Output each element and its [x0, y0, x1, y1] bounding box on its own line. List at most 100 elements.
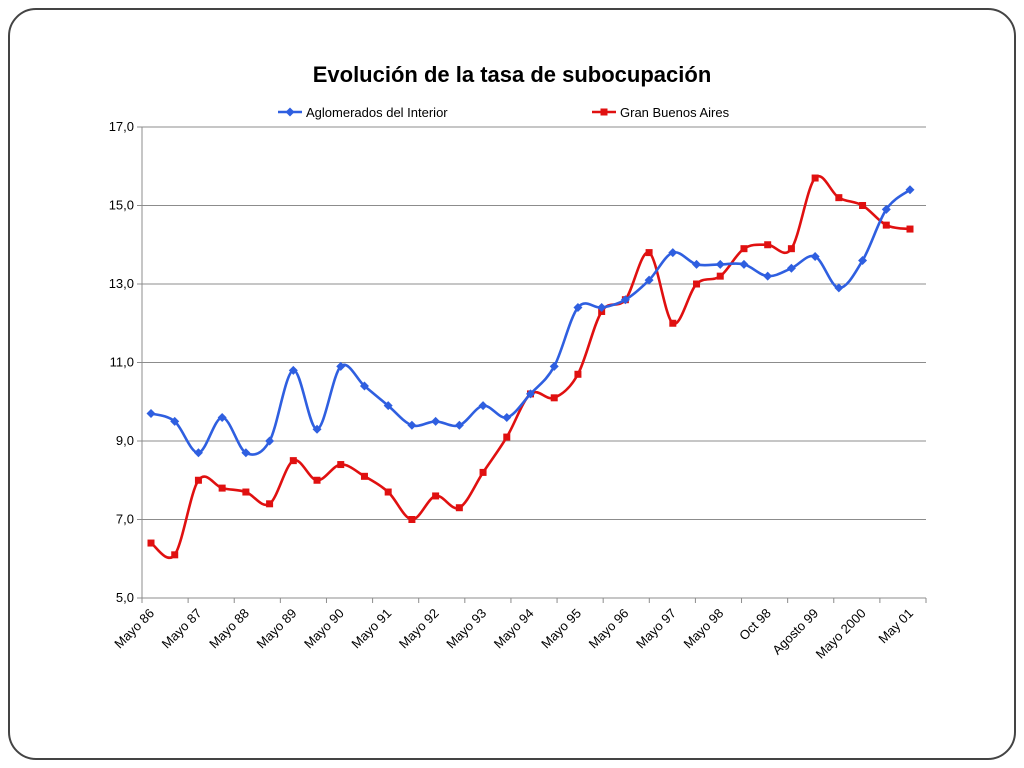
data-point: [170, 416, 180, 426]
data-point: [763, 271, 773, 281]
y-tick-label: 11,0: [110, 355, 134, 370]
chart-title: Evolución de la tasa de subocupación: [313, 62, 712, 87]
y-tick-label: 9,0: [116, 433, 134, 448]
x-tick-label: Mayo 87: [159, 606, 205, 652]
x-tick-label: Mayo 86: [111, 606, 157, 652]
x-tick-label: Mayo 95: [538, 606, 584, 652]
data-point: [265, 436, 275, 446]
data-point: [408, 516, 416, 523]
x-tick-label: Mayo 88: [206, 606, 252, 652]
legend-item: Gran Buenos Aires: [592, 105, 730, 120]
data-point: [550, 394, 558, 402]
data-point: [359, 381, 369, 391]
x-tick-label: Mayo 98: [680, 606, 726, 652]
x-tick-label: Mayo 89: [254, 606, 300, 652]
data-point: [193, 448, 203, 458]
data-point: [288, 365, 298, 375]
series-group: [146, 174, 915, 559]
data-point: [881, 204, 891, 214]
legend-swatch-marker: [285, 107, 295, 117]
data-point: [764, 241, 772, 249]
y-tick-label: 5,0: [116, 590, 134, 605]
x-tick-label: Mayo 93: [443, 606, 489, 652]
data-point: [574, 370, 582, 378]
data-point: [289, 457, 297, 465]
legend-item: Aglomerados del Interior: [278, 105, 448, 120]
data-point: [360, 472, 368, 480]
slide-frame: [8, 8, 1016, 760]
series-gran-buenos-aires: [147, 174, 914, 559]
data-point: [432, 492, 440, 500]
data-point: [194, 476, 202, 484]
data-point: [882, 221, 890, 229]
x-axis-ticks: Mayo 86 Mayo 87 Mayo 88 Mayo 89 Mayo 90 Mayo …: [111, 598, 927, 662]
series-line: [150, 188, 911, 456]
data-point: [645, 249, 653, 257]
data-point: [312, 424, 322, 434]
y-tick-label: 13,0: [109, 276, 134, 291]
data-point: [549, 361, 559, 371]
data-point: [644, 275, 654, 285]
data-point: [859, 202, 867, 209]
data-point: [479, 468, 487, 476]
x-tick-label: Mayo 96: [586, 606, 632, 652]
x-tick-label: Oct 98: [736, 606, 774, 644]
legend: Aglomerados del Interior Gran Buenos Aire…: [278, 105, 730, 120]
x-tick-label: Mayo 2000: [813, 606, 869, 662]
data-point: [147, 539, 155, 547]
data-point: [266, 500, 274, 508]
data-point: [786, 263, 796, 273]
y-tick-label: 17,0: [109, 119, 134, 134]
y-tick-label: 7,0: [116, 512, 134, 527]
data-point: [716, 272, 724, 280]
data-point: [407, 420, 417, 430]
data-point: [668, 248, 678, 258]
data-point: [905, 185, 915, 195]
legend-swatch-marker: [600, 108, 608, 116]
data-point: [337, 461, 345, 469]
data-point: [313, 476, 321, 484]
data-point: [383, 401, 393, 411]
data-point: [811, 174, 819, 182]
legend-label: Gran Buenos Aires: [620, 105, 730, 120]
data-point: [740, 245, 748, 253]
data-point: [478, 401, 488, 411]
data-point: [502, 412, 512, 422]
data-point: [906, 225, 914, 233]
data-point: [218, 484, 226, 492]
data-point: [620, 295, 630, 305]
data-point: [146, 409, 156, 419]
data-point: [573, 303, 583, 313]
data-point: [384, 488, 392, 496]
data-point: [858, 255, 868, 265]
data-point: [241, 448, 251, 458]
gridlines: [142, 126, 926, 520]
series-line: [150, 174, 911, 559]
data-point: [171, 551, 179, 559]
x-tick-label: Mayo 92: [396, 606, 442, 652]
data-point: [217, 412, 227, 422]
data-point: [810, 252, 820, 262]
data-point: [455, 504, 463, 512]
y-tick-label: 15,0: [109, 198, 134, 213]
data-point: [597, 303, 607, 313]
data-point: [526, 389, 535, 399]
data-point: [834, 283, 844, 293]
x-tick-label: Mayo 90: [301, 606, 347, 652]
data-point: [454, 420, 464, 430]
data-point: [692, 259, 702, 269]
data-point: [787, 245, 795, 253]
data-point: [835, 194, 843, 202]
data-point: [739, 259, 749, 269]
x-tick-label: Mayo 97: [633, 606, 679, 652]
y-axis-ticks: 5,0 7,0 9,0 11,0 13,0 15,0 17,0: [109, 119, 142, 605]
data-point: [336, 361, 346, 371]
data-point: [715, 259, 725, 269]
data-point: [693, 280, 701, 288]
x-tick-label: Mayo 91: [348, 606, 394, 652]
data-point: [242, 488, 250, 496]
series-aglomerados-del-interior: [146, 185, 915, 458]
x-tick-label: May 01: [875, 606, 916, 647]
legend-label: Aglomerados del Interior: [306, 105, 448, 120]
